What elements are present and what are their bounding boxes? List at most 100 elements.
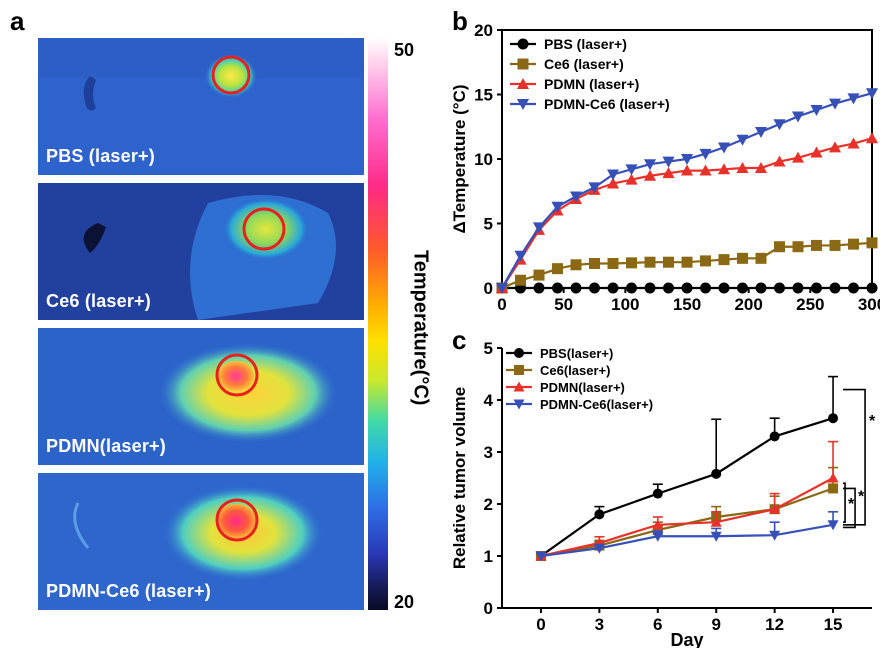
significance-bracket <box>843 482 846 523</box>
data-point <box>866 282 878 294</box>
thermal-image-pbs-graphic <box>38 38 364 175</box>
x-tick-label: 250 <box>796 295 824 314</box>
data-point <box>495 283 509 295</box>
data-point <box>570 282 582 294</box>
data-point <box>663 256 674 268</box>
thermal-image-ce6-graphic <box>38 183 364 320</box>
data-point <box>847 93 860 105</box>
data-point <box>736 134 749 146</box>
data-point <box>607 257 619 269</box>
y-tick-label: 4 <box>484 391 494 410</box>
legend-label: Ce6 (laser+) <box>544 56 624 72</box>
x-tick-label: 6 <box>653 615 662 634</box>
series-3 <box>495 88 879 295</box>
thermal-label-pbs: PBS (laser+) <box>46 146 155 166</box>
data-point <box>594 509 605 520</box>
series-0 <box>496 282 878 294</box>
data-point <box>589 282 600 294</box>
y-tick-label: 0 <box>484 599 493 618</box>
y-tick-label: 5 <box>484 215 493 234</box>
data-point <box>829 239 841 251</box>
legend-marker <box>514 348 524 358</box>
data-point <box>625 173 638 185</box>
data-point <box>754 161 768 173</box>
significance-bracket <box>843 487 856 529</box>
data-point <box>791 151 805 163</box>
data-point <box>865 132 879 144</box>
data-point <box>811 282 822 294</box>
data-point <box>810 105 823 117</box>
y-tick-label: 0 <box>484 279 493 298</box>
legend-marker <box>514 365 524 375</box>
data-point <box>737 252 748 264</box>
data-point <box>681 256 693 268</box>
y-tick-label: 15 <box>474 86 493 105</box>
data-point <box>625 164 638 176</box>
data-point <box>644 256 656 268</box>
x-tick-label: 15 <box>824 615 843 634</box>
data-point <box>607 282 619 294</box>
panel-c-letter: c <box>452 325 467 355</box>
legend-marker <box>513 381 525 392</box>
data-point <box>552 282 563 294</box>
temperature-colorbar <box>368 38 388 610</box>
thermal-image-pdmn-ce6: PDMN-Ce6 (laser+) <box>38 473 364 610</box>
colorbar-min-label: 20 <box>394 592 415 612</box>
x-tick-label: 200 <box>734 295 762 314</box>
temperature-time-chart: 05010015020025030005101520Time (s)ΔTempe… <box>450 21 880 314</box>
legend-label: PDMN (laser+) <box>544 76 639 92</box>
data-point <box>626 282 637 294</box>
thermal-image-pdmn-ce6-graphic <box>38 473 364 610</box>
data-point <box>828 98 842 110</box>
x-tick-label: 12 <box>765 615 784 634</box>
data-point <box>755 252 767 264</box>
data-point <box>792 282 804 294</box>
data-point <box>652 519 664 530</box>
legend-marker <box>517 38 529 50</box>
thermal-label-ce6: Ce6 (laser+) <box>46 291 151 311</box>
data-point <box>828 483 839 494</box>
data-point <box>533 269 545 281</box>
data-point <box>606 177 620 189</box>
thermal-image-pbs: PBS (laser+) <box>38 38 364 175</box>
y-axis-label: Relative tumor volume <box>450 387 469 569</box>
x-tick-label: 50 <box>554 295 573 314</box>
significance-star: * <box>858 488 865 505</box>
data-point <box>662 167 675 179</box>
data-point <box>535 551 547 562</box>
legend-label: PDMN-Ce6(laser+) <box>540 397 653 412</box>
data-point <box>515 274 526 286</box>
data-point <box>681 282 693 294</box>
data-point <box>769 503 781 514</box>
legend-marker <box>516 99 530 111</box>
data-point <box>652 531 664 542</box>
thermal-label-pdmn: PDMN(laser+) <box>46 436 166 456</box>
panel-a-letter: a <box>10 6 25 36</box>
data-point <box>736 161 749 173</box>
series-line <box>540 477 834 558</box>
data-point <box>755 282 767 294</box>
y-tick-label: 1 <box>484 547 493 566</box>
series-1 <box>496 237 878 294</box>
data-point <box>711 468 722 479</box>
data-point <box>774 241 785 253</box>
data-point <box>700 282 711 294</box>
colorbar-title: Temperature(°C) <box>409 250 432 406</box>
data-point <box>551 201 564 213</box>
data-point <box>710 516 722 527</box>
data-point <box>774 282 785 294</box>
data-point <box>828 141 842 153</box>
thermal-image-pdmn: PDMN(laser+) <box>38 328 364 465</box>
data-point <box>593 543 605 554</box>
data-point <box>589 257 600 269</box>
data-point <box>680 164 694 176</box>
data-point <box>865 88 879 100</box>
x-tick-label: 9 <box>711 615 720 634</box>
y-tick-label: 20 <box>474 21 493 40</box>
data-point <box>717 163 731 175</box>
significance-star: * <box>869 413 876 430</box>
data-point <box>827 472 839 483</box>
legend-label: PBS (laser+) <box>544 36 627 52</box>
data-point <box>662 156 675 168</box>
data-point <box>644 282 656 294</box>
